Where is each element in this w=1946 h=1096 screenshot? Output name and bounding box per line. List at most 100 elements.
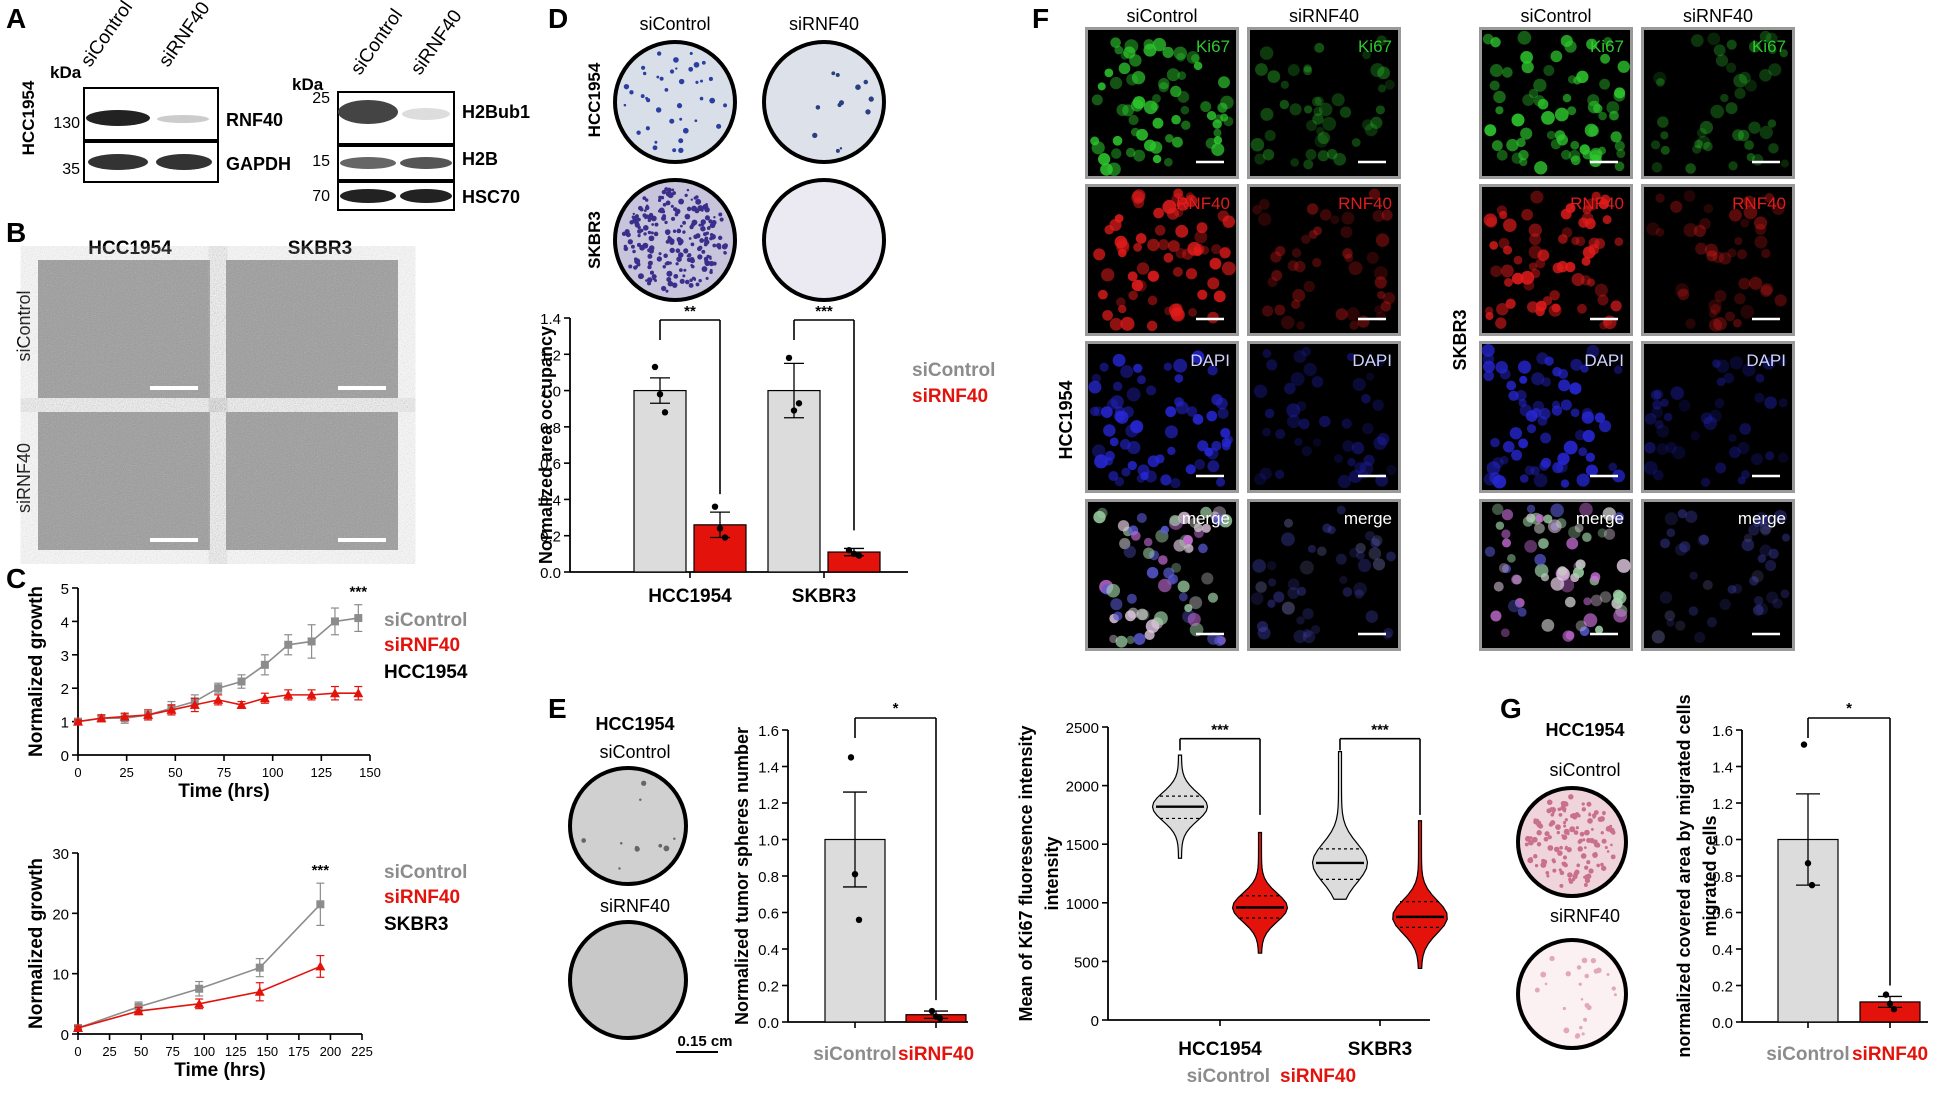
cell-nucleus (1556, 134, 1569, 146)
cell-nucleus (1101, 406, 1113, 418)
colony (1549, 955, 1555, 962)
data-point (850, 550, 858, 558)
cell-nucleus (1191, 350, 1205, 364)
kda-label: kDa (292, 75, 324, 94)
cell-nucleus (1606, 101, 1620, 114)
cell-nucleus (1140, 471, 1149, 481)
significance-label: *** (350, 584, 368, 601)
cell-nucleus (1351, 441, 1365, 455)
cell-nucleus (1765, 451, 1775, 461)
cell-nucleus (1517, 607, 1527, 617)
colony (708, 260, 715, 267)
data-point (661, 409, 669, 416)
cell-nucleus (1530, 465, 1540, 476)
cell-nucleus (1296, 616, 1305, 625)
colony (1568, 877, 1572, 882)
y-tick-label: 1.0 (540, 384, 561, 401)
y-tick-label: 1.4 (758, 760, 779, 777)
cell-nucleus (1484, 306, 1494, 315)
cell-nucleus (1291, 248, 1302, 258)
colony (647, 218, 651, 223)
colony (1583, 874, 1590, 880)
cell-nucleus (1578, 447, 1588, 457)
migration-plate (1516, 938, 1628, 1050)
colony (1580, 997, 1584, 1001)
cell-nucleus (1537, 98, 1549, 110)
cell-nucleus (1534, 161, 1548, 175)
cell-nucleus (1363, 454, 1375, 466)
cell-nucleus (1094, 454, 1109, 469)
colony (686, 206, 692, 212)
y-tick-label: 2500 (1066, 720, 1099, 737)
y-tick-label: 1500 (1066, 837, 1099, 854)
cell-nucleus (1764, 193, 1775, 203)
cell-nucleus (1110, 598, 1123, 611)
colony (672, 282, 678, 288)
colony (650, 231, 654, 235)
colony (1578, 982, 1582, 986)
colony (647, 253, 653, 259)
colony (690, 242, 695, 247)
colony (1599, 816, 1605, 822)
cell-nucleus (1522, 94, 1535, 107)
cell-nucleus (1586, 38, 1598, 50)
cell-nucleus (1482, 360, 1495, 373)
x-tick-label: 175 (288, 1044, 310, 1059)
cell-nucleus (1287, 64, 1300, 77)
lane-label: siRNF40 (155, 0, 215, 71)
data-point (845, 547, 853, 554)
cell-nucleus (1375, 233, 1390, 247)
colony (682, 230, 686, 234)
cell-nucleus (1131, 70, 1146, 85)
cell-nucleus (1754, 512, 1769, 526)
cell-nucleus (1581, 411, 1595, 424)
colony (662, 265, 666, 269)
cell-nucleus (1569, 382, 1582, 395)
data-point (316, 900, 325, 909)
colony (647, 260, 653, 266)
colony (695, 195, 699, 199)
cell-nucleus (1366, 372, 1375, 381)
colony (637, 233, 641, 238)
cell-nucleus (1652, 469, 1664, 481)
cell-nucleus (1158, 82, 1169, 93)
cell-nucleus (1540, 432, 1552, 444)
blot-band (86, 110, 150, 126)
cell-nucleus (1377, 66, 1390, 80)
colony (1583, 1017, 1588, 1022)
colony (627, 239, 633, 245)
cell-nucleus (1574, 523, 1584, 533)
colony (661, 285, 667, 292)
cell-nucleus (1303, 362, 1317, 377)
row-label: siRNF40 (14, 443, 34, 513)
cell-nucleus (1342, 248, 1353, 259)
colony (1613, 993, 1617, 997)
band-label: RNF40 (226, 110, 283, 130)
cell-nucleus (1130, 531, 1141, 541)
cell-nucleus (1543, 65, 1555, 76)
cell-nucleus (1772, 598, 1783, 609)
cell-nucleus (1115, 635, 1128, 648)
cell-nucleus (1660, 131, 1669, 140)
cell-nucleus (1177, 580, 1190, 593)
cell-nucleus (1764, 396, 1777, 410)
data-point (936, 1015, 944, 1022)
cell-nucleus (1136, 262, 1150, 275)
colony (675, 67, 678, 70)
cell-nucleus (1274, 469, 1285, 480)
cell-nucleus (1576, 70, 1589, 84)
cell-nucleus (1357, 315, 1370, 328)
y-tick-label: 0.4 (758, 942, 779, 959)
cell-nucleus (1520, 270, 1535, 285)
cell-nucleus (1164, 306, 1174, 316)
y-axis-label: Normalized area occupancy (536, 326, 556, 564)
colony (693, 61, 700, 68)
cell-nucleus (1109, 317, 1123, 331)
cell-nucleus (1650, 389, 1662, 401)
y-tick-label: 3 (61, 648, 69, 665)
cell-nucleus (1517, 30, 1532, 45)
cell-nucleus (1312, 113, 1324, 125)
cell-nucleus (1331, 93, 1345, 107)
y-axis-label: Normalized growth (26, 586, 47, 757)
cell-nucleus (1370, 116, 1383, 129)
